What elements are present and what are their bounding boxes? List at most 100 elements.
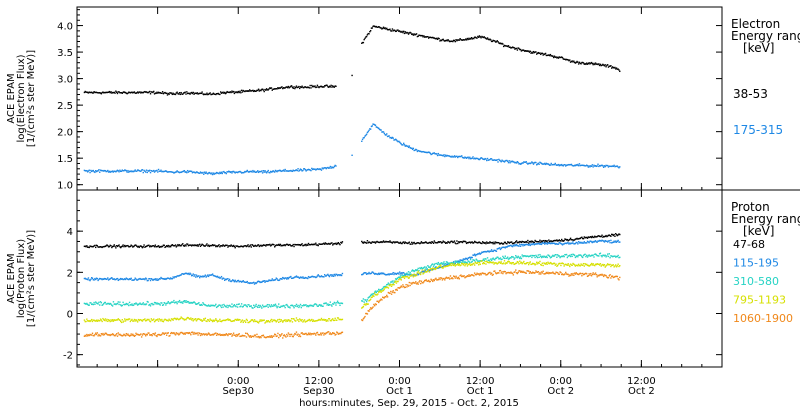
data-point bbox=[317, 86, 319, 88]
data-point bbox=[590, 61, 593, 64]
data-point bbox=[361, 41, 364, 44]
data-point bbox=[243, 320, 245, 322]
data-point bbox=[232, 90, 235, 93]
data-point bbox=[430, 278, 432, 281]
data-point bbox=[454, 265, 456, 267]
data-point bbox=[535, 270, 537, 272]
data-point bbox=[500, 261, 502, 263]
data-point bbox=[553, 239, 556, 242]
data-point bbox=[275, 88, 278, 90]
data-point bbox=[238, 333, 240, 335]
data-point bbox=[294, 332, 296, 335]
data-point bbox=[614, 265, 616, 267]
data-point bbox=[441, 154, 444, 157]
data-point bbox=[232, 279, 235, 282]
data-point bbox=[281, 278, 283, 280]
data-point bbox=[220, 334, 223, 336]
data-point bbox=[298, 334, 301, 336]
data-point bbox=[486, 159, 488, 162]
data-point bbox=[439, 40, 441, 42]
data-point bbox=[511, 272, 513, 274]
data-point bbox=[572, 272, 574, 275]
data-point bbox=[469, 258, 472, 261]
data-point bbox=[148, 91, 150, 93]
data-point bbox=[179, 274, 182, 276]
data-point bbox=[557, 255, 560, 257]
data-point bbox=[290, 277, 293, 280]
data-point bbox=[449, 262, 452, 264]
data-point bbox=[564, 242, 566, 245]
data-point bbox=[384, 273, 386, 276]
data-point bbox=[520, 50, 523, 52]
data-point bbox=[612, 255, 615, 258]
data-point bbox=[435, 277, 437, 280]
data-point bbox=[393, 139, 395, 141]
data-point bbox=[399, 278, 402, 280]
data-point bbox=[520, 243, 523, 246]
data-point bbox=[383, 286, 386, 288]
data-point bbox=[516, 242, 519, 244]
data-point bbox=[175, 92, 178, 94]
data-point bbox=[128, 278, 131, 280]
data-point bbox=[314, 276, 316, 278]
data-point bbox=[406, 276, 408, 278]
data-point bbox=[273, 171, 276, 173]
data-point bbox=[391, 273, 394, 275]
data-point bbox=[198, 275, 200, 277]
data-point bbox=[430, 242, 432, 244]
data-point bbox=[207, 319, 210, 321]
data-point bbox=[103, 334, 105, 336]
data-point bbox=[303, 333, 306, 335]
data-point bbox=[138, 303, 140, 305]
data-point bbox=[377, 127, 379, 129]
data-point bbox=[486, 241, 488, 243]
data-point bbox=[519, 48, 521, 51]
data-point bbox=[86, 171, 89, 173]
data-point bbox=[331, 86, 333, 88]
data-point bbox=[314, 303, 316, 305]
data-point bbox=[569, 238, 571, 241]
data-point bbox=[297, 333, 299, 335]
data-point bbox=[182, 243, 184, 245]
data-point bbox=[140, 278, 143, 281]
data-point bbox=[485, 274, 487, 276]
data-point bbox=[422, 242, 424, 244]
data-point bbox=[140, 245, 142, 247]
data-point bbox=[537, 51, 540, 54]
data-point bbox=[528, 51, 531, 53]
data-point bbox=[392, 271, 394, 274]
data-point bbox=[407, 273, 410, 276]
electron-panel-frame bbox=[76, 6, 723, 191]
data-point bbox=[451, 40, 453, 42]
data-point bbox=[148, 304, 150, 306]
data-point bbox=[395, 278, 398, 281]
data-point bbox=[284, 277, 286, 279]
data-point bbox=[262, 334, 265, 336]
data-point bbox=[245, 170, 248, 173]
data-point bbox=[479, 260, 481, 262]
data-point bbox=[232, 305, 235, 307]
data-point bbox=[135, 302, 137, 304]
data-point bbox=[581, 264, 583, 266]
data-point bbox=[132, 92, 134, 94]
data-point bbox=[452, 261, 455, 263]
data-point bbox=[417, 242, 419, 244]
data-point bbox=[202, 93, 204, 95]
data-point bbox=[609, 274, 611, 276]
data-point bbox=[515, 243, 518, 246]
data-point bbox=[553, 272, 556, 275]
data-point bbox=[323, 319, 326, 321]
data-point bbox=[308, 87, 311, 89]
data-point bbox=[531, 254, 534, 257]
data-point bbox=[118, 318, 120, 321]
data-point bbox=[270, 244, 273, 246]
data-point bbox=[330, 167, 332, 169]
data-point bbox=[125, 277, 128, 279]
data-point bbox=[214, 172, 216, 175]
data-point bbox=[527, 255, 529, 257]
data-point bbox=[377, 290, 379, 292]
data-point bbox=[369, 30, 372, 32]
data-point bbox=[263, 171, 265, 173]
data-point bbox=[255, 171, 257, 173]
data-point bbox=[87, 334, 90, 336]
